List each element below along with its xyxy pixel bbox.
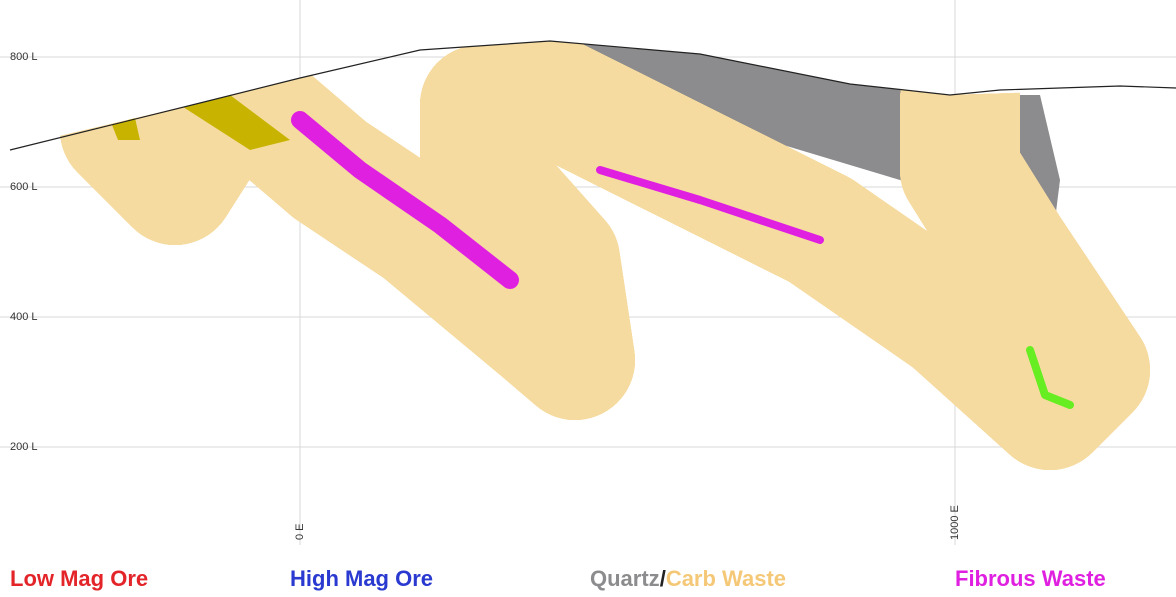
fold-layers xyxy=(112,40,1090,410)
level-label: 600 L xyxy=(10,181,38,193)
level-label: 400 L xyxy=(10,311,38,323)
page: 800 L 600 L 400 L 200 L 0 E 1000 E Low M… xyxy=(0,0,1176,597)
legend-label: High Mag Ore xyxy=(290,566,433,591)
legend-label: Fibrous Waste xyxy=(955,566,1106,591)
level-label: 800 L xyxy=(10,51,38,63)
section-diagram: 800 L 600 L 400 L 200 L 0 E 1000 E Low M… xyxy=(0,0,1176,597)
legend-part: Quartz xyxy=(590,566,660,591)
legend-part: Carb Waste xyxy=(666,566,786,591)
easting-label: 0 E xyxy=(294,523,306,540)
level-label: 200 L xyxy=(10,441,38,453)
easting-label: 1000 E xyxy=(949,505,961,540)
low-mag-ore xyxy=(120,100,1090,410)
legend-label: Quartz/Carb Waste xyxy=(590,566,786,591)
legend-label: Low Mag Ore xyxy=(10,566,148,591)
